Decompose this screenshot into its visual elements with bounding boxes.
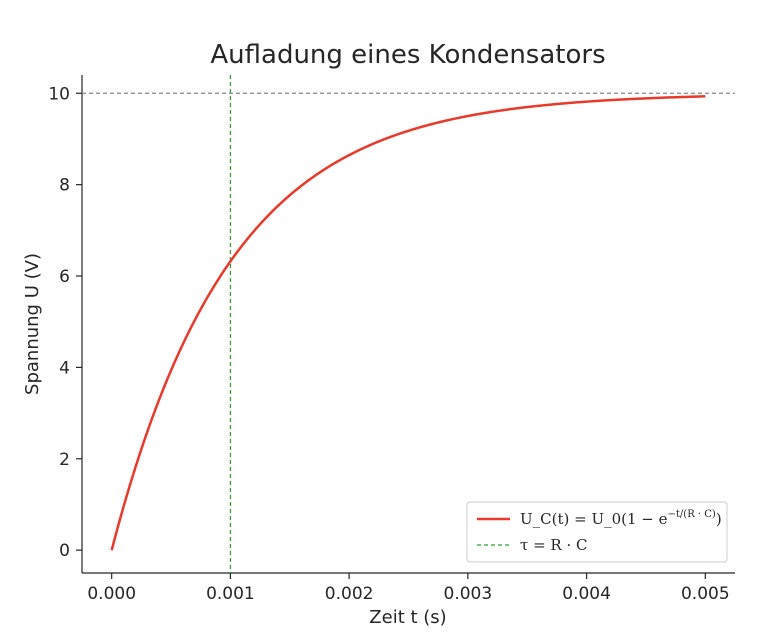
y-tick-label-5: 10 [48, 84, 70, 104]
legend-label-tau: τ = R · C [520, 536, 587, 554]
legend-box [466, 501, 728, 563]
y-tick-label-3: 6 [59, 267, 70, 287]
x-tick-label-3: 0.003 [444, 584, 493, 604]
x-axis-label: Zeit t (s) [369, 607, 446, 628]
x-tick-label-1: 0.001 [206, 584, 255, 604]
reference-lines-layer [82, 75, 735, 573]
series-line-0 [110, 95, 706, 551]
x-tick-label-4: 0.004 [562, 584, 611, 604]
x-tick-label-2: 0.002 [325, 584, 374, 604]
y-tick-label-1: 2 [59, 450, 70, 470]
x-tick-label-5: 0.005 [681, 584, 730, 604]
ticks-layer: 0.000 0.001 0.002 0.003 0.004 0.005 0 2 4 6 8 10 [48, 84, 729, 604]
y-tick-label-4: 8 [59, 176, 70, 196]
legend-label-curve-sup: −t/(R · C) [668, 509, 716, 520]
legend: U_C(t) = U_0(1 − e−t/(R · C)) τ = R · C [466, 501, 728, 563]
y-axis-label: Spannung U (V) [22, 253, 43, 395]
x-tick-label-0: 0.000 [87, 584, 136, 604]
legend-label-curve: U_C(t) = U_0(1 − e−t/(R · C)) [520, 509, 722, 528]
series-layer [110, 95, 706, 551]
legend-label-curve-main: U_C(t) = U_0(1 − e [520, 510, 668, 528]
y-tick-label-0: 0 [59, 541, 70, 561]
y-tick-label-2: 4 [59, 358, 70, 378]
legend-label-curve-end: ) [716, 510, 722, 528]
chart-title: Aufladung eines Kondensators [210, 40, 605, 70]
